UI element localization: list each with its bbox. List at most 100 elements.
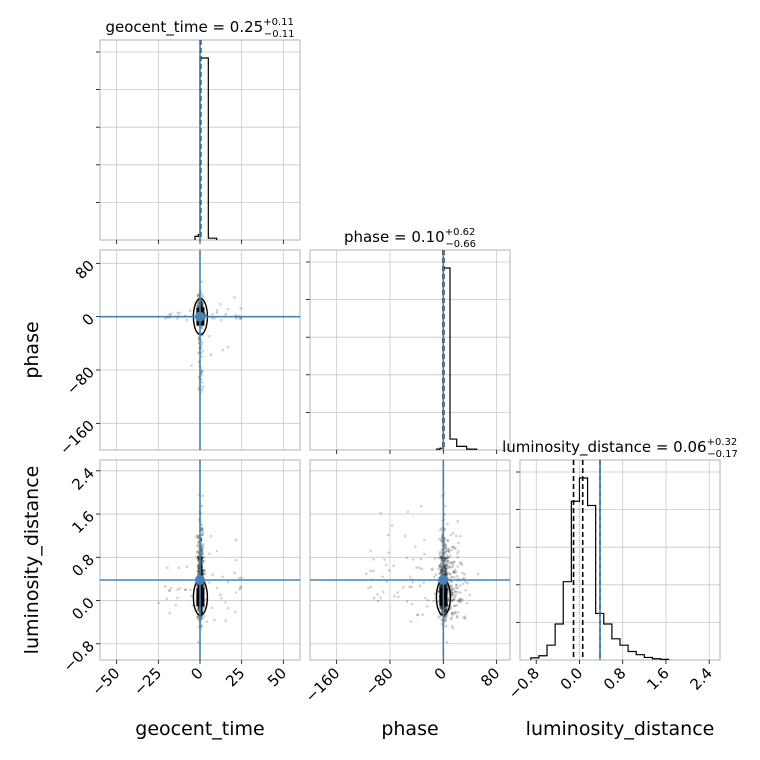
scatter-point <box>452 587 455 590</box>
scatter-point <box>440 571 443 574</box>
scatter-point <box>196 293 200 296</box>
scatter-point <box>208 334 211 338</box>
scatter-point <box>439 568 443 571</box>
scatter-point <box>195 304 199 308</box>
scatter-point <box>439 584 443 588</box>
scatter-point <box>195 556 199 559</box>
scatter-point <box>463 573 466 576</box>
scatter-point <box>453 595 457 599</box>
scatter-point <box>200 551 204 554</box>
scatter-point <box>443 570 447 574</box>
truth-marker <box>438 575 449 585</box>
scatter-point <box>200 305 204 308</box>
scatter-point <box>200 565 204 569</box>
scatter-point <box>200 504 204 508</box>
scatter-point <box>453 546 456 550</box>
scatter-point <box>451 545 454 549</box>
scatter-point <box>445 573 449 576</box>
scatter-point <box>438 565 442 569</box>
scatter-point <box>444 606 448 609</box>
scatter-point <box>451 613 454 617</box>
scatter-point <box>439 614 442 618</box>
scatter-point <box>449 586 453 589</box>
scatter-point <box>381 575 384 578</box>
scatter-point <box>418 566 421 569</box>
scatter-point <box>444 610 448 613</box>
scatter-point <box>202 545 205 549</box>
scatter-point <box>196 573 200 576</box>
scatter-point <box>450 561 454 564</box>
scatter-point <box>382 590 385 594</box>
scatter-point <box>210 606 214 610</box>
scatter-point <box>446 556 450 560</box>
title-minus: −0.17 <box>707 449 738 460</box>
scatter-point <box>455 616 459 619</box>
scatter-point <box>197 566 200 569</box>
scatter-point <box>202 543 205 546</box>
scatter-point <box>202 606 205 610</box>
scatter-point <box>196 614 199 618</box>
scatter-point <box>437 616 440 619</box>
scatter-point <box>439 565 442 569</box>
scatter-point <box>453 590 457 593</box>
scatter-point <box>168 611 172 615</box>
scatter-point <box>200 280 203 284</box>
scatter-point <box>453 560 456 564</box>
scatter-point <box>185 565 189 569</box>
panel-frame <box>519 459 721 661</box>
scatter-point <box>200 549 204 553</box>
scatter-point <box>455 614 459 618</box>
scatter-point <box>445 564 448 567</box>
scatter-point <box>443 584 447 588</box>
scatter-point <box>200 586 204 589</box>
scatter-point <box>449 576 453 579</box>
scatter-point <box>416 613 419 617</box>
scatter-point <box>444 563 448 567</box>
scatter-point <box>445 584 449 587</box>
scatter-point <box>201 552 205 555</box>
scatter-point <box>410 602 414 606</box>
scatter-point <box>165 597 169 601</box>
scatter-point <box>439 562 443 566</box>
scatter-point <box>227 607 230 610</box>
scatter-point <box>456 590 460 594</box>
scatter-point <box>444 608 447 612</box>
scatter-point <box>201 555 205 559</box>
scatter-point <box>411 558 415 561</box>
scatter-point <box>200 543 203 546</box>
scatter-point <box>196 557 200 560</box>
scatter-point <box>444 584 448 588</box>
scatter-point <box>387 533 390 537</box>
scatter-point <box>443 585 447 588</box>
scatter-point <box>200 561 204 565</box>
scatter-point <box>197 585 200 588</box>
x-tick-label: 0.0 <box>557 664 587 694</box>
scatter-point <box>178 587 182 590</box>
scatter-point <box>454 547 457 550</box>
scatter-point <box>205 620 209 624</box>
scatter-point <box>419 557 423 561</box>
y-tick-label: 80 <box>72 257 98 283</box>
scatter-point <box>201 584 205 588</box>
scatter-point <box>200 569 204 572</box>
scatter-point <box>411 580 415 584</box>
scatter-point <box>455 583 459 587</box>
scatter-point <box>196 536 200 539</box>
scatter-point <box>197 304 200 307</box>
scatter-point <box>176 311 179 315</box>
scatter-point <box>200 570 203 574</box>
scatter-point <box>168 589 171 593</box>
scatter-point <box>459 584 462 587</box>
scatter-point <box>408 585 411 589</box>
scatter-point <box>239 307 242 310</box>
scatter-point <box>197 351 200 355</box>
scatter-point <box>404 534 407 538</box>
scatter-point <box>447 559 450 563</box>
scatter-point <box>184 588 187 591</box>
scatter-point <box>440 548 444 551</box>
scatter-point <box>440 585 443 588</box>
histogram-phase <box>436 267 478 450</box>
x-axis-label-phase: phase <box>381 718 438 740</box>
scatter-point <box>402 586 405 589</box>
scatter-point <box>444 567 448 571</box>
